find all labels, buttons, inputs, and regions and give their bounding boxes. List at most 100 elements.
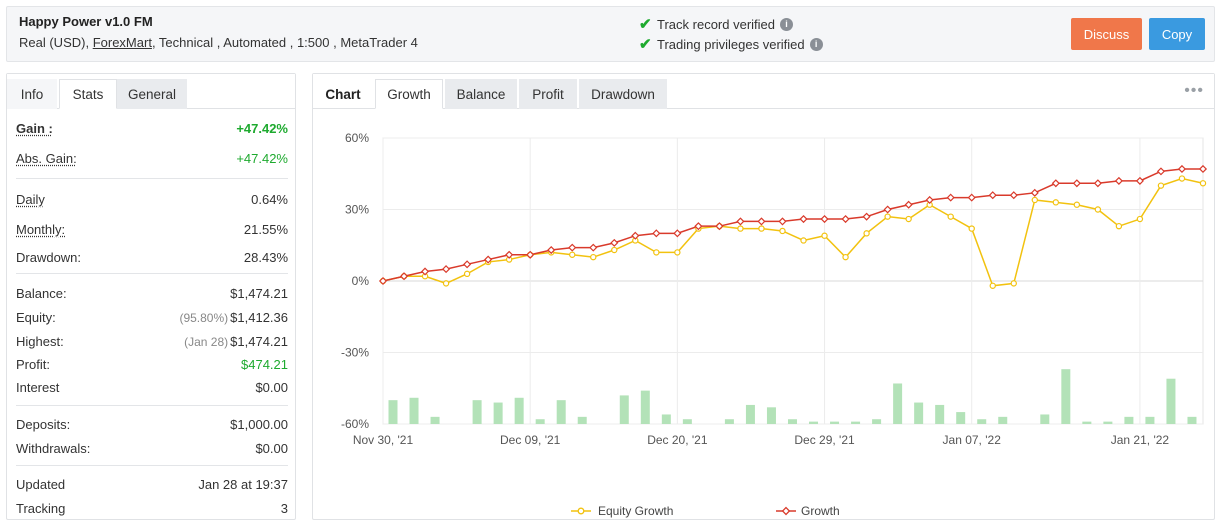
- growth-point: [673, 229, 682, 238]
- growth-point: [694, 222, 703, 231]
- bar: [893, 383, 903, 424]
- stat-label: Highest:: [16, 333, 64, 349]
- growth-point: [715, 222, 724, 231]
- bar: [935, 404, 945, 424]
- stat-value: $474.21: [241, 356, 288, 372]
- bar: [1166, 378, 1176, 424]
- equity-point: [821, 232, 828, 239]
- growth-point: [399, 272, 409, 281]
- bar: [977, 419, 987, 424]
- bar: [914, 402, 924, 424]
- stat-value-group: (Jan 28) $1,474.21: [184, 334, 288, 349]
- bar: [535, 419, 545, 424]
- more-options-icon[interactable]: •••: [1184, 82, 1204, 99]
- tab-growth[interactable]: Growth: [375, 79, 443, 109]
- x-axis-labels: Nov 30, '21 Dec 09, '21 Dec 20, '21 Dec 29,…: [353, 433, 1170, 447]
- stat-value: 3: [280, 500, 288, 516]
- stats-tabs: Info Stats General: [7, 74, 295, 109]
- equity-point: [968, 225, 975, 232]
- stat-label[interactable]: Abs. Gain:: [16, 150, 77, 166]
- x-tick-label: Jan 21, '22: [1111, 433, 1170, 447]
- chart-grid: [382, 137, 1204, 425]
- bar: [619, 395, 629, 424]
- info-icon[interactable]: i: [809, 37, 823, 51]
- growth-point: [526, 250, 535, 259]
- growth-point: [631, 231, 640, 240]
- equity-point: [1157, 182, 1165, 189]
- stat-label[interactable]: Daily: [16, 191, 45, 207]
- stat-tracking: Tracking 3: [16, 497, 288, 519]
- equity-point: [842, 253, 849, 261]
- bar: [409, 397, 419, 424]
- tab-stats[interactable]: Stats: [59, 79, 117, 109]
- bar: [472, 400, 482, 424]
- tab-chart-label: Chart: [325, 86, 361, 102]
- y-tick-label: -60%: [341, 417, 369, 431]
- bar: [1187, 416, 1197, 424]
- equity-point: [1178, 175, 1186, 182]
- equity-point: [884, 213, 891, 220]
- copy-button[interactable]: Copy: [1149, 18, 1205, 50]
- equity-point: [1031, 196, 1038, 204]
- equity-point: [1073, 201, 1081, 208]
- growth-point: [652, 229, 661, 238]
- tab-profit[interactable]: Profit: [519, 79, 577, 109]
- bar: [556, 400, 566, 424]
- track-record-label: Track record verified: [657, 16, 775, 32]
- stat-highest: Highest: (Jan 28) $1,474.21: [16, 330, 288, 352]
- legend-equity-label[interactable]: Equity Growth: [598, 504, 673, 518]
- growth-point: [988, 191, 997, 200]
- divider: [16, 405, 288, 406]
- bar: [787, 419, 797, 424]
- legend-equity-marker: [577, 507, 585, 515]
- trading-privileges-status: ✔ Trading privileges verified i: [639, 35, 823, 53]
- tab-info[interactable]: Info: [7, 79, 57, 109]
- check-icon: ✔: [639, 16, 652, 33]
- growth-point: [1009, 191, 1018, 200]
- growth-point: [841, 214, 850, 224]
- y-tick-label: 0%: [352, 274, 370, 288]
- stat-value: +47.42%: [236, 120, 288, 136]
- stat-label: Updated: [16, 476, 66, 492]
- system-header: Happy Power v1.0 FM Real (USD), ForexMar…: [6, 6, 1215, 62]
- y-axis-labels: 60% 30% 0% -30% -60%: [341, 131, 369, 431]
- stat-interest: Interest $0.00: [16, 376, 288, 398]
- tab-drawdown[interactable]: Drawdown: [579, 79, 667, 109]
- stat-label[interactable]: Gain :: [16, 120, 53, 136]
- info-icon[interactable]: i: [780, 17, 793, 31]
- stat-label: Profit:: [16, 356, 50, 372]
- stat-value: 28.43%: [243, 249, 288, 265]
- bar: [430, 416, 440, 424]
- equity-point: [442, 280, 450, 287]
- stat-value: $1,474.21: [230, 285, 288, 301]
- discuss-button[interactable]: Discuss: [1071, 18, 1142, 50]
- bar: [745, 404, 755, 424]
- divider: [16, 178, 288, 179]
- stat-label[interactable]: Monthly:: [16, 221, 66, 237]
- stat-value: $1,412.36: [230, 309, 288, 325]
- chart-tabs: Chart Growth Balance Profit Drawdown •••: [313, 74, 1214, 109]
- equity-growth-line: [382, 177, 1204, 287]
- equity-point: [1199, 180, 1207, 187]
- bar: [1124, 416, 1134, 424]
- bar: [766, 407, 776, 424]
- divider: [16, 465, 288, 466]
- equity-point: [947, 213, 954, 220]
- broker-link[interactable]: ForexMart: [92, 35, 152, 50]
- stat-label: Equity:: [16, 309, 56, 325]
- growth-point: [378, 276, 388, 286]
- stat-value: $0.00: [255, 379, 288, 395]
- y-tick-label: 30%: [345, 203, 369, 217]
- stat-drawdown: Drawdown: 28.43%: [16, 246, 288, 268]
- legend-growth-label[interactable]: Growth: [801, 504, 840, 518]
- growth-point: [1072, 179, 1081, 188]
- growth-point: [589, 243, 598, 252]
- growth-point: [757, 217, 766, 226]
- stat-label: Balance:: [16, 285, 67, 301]
- chart-legend: Equity Growth Growth: [571, 504, 840, 518]
- tab-balance[interactable]: Balance: [445, 79, 517, 109]
- growth-point: [1114, 176, 1123, 185]
- tab-general[interactable]: General: [117, 79, 187, 109]
- bar: [830, 421, 840, 424]
- growth-point: [1030, 188, 1039, 197]
